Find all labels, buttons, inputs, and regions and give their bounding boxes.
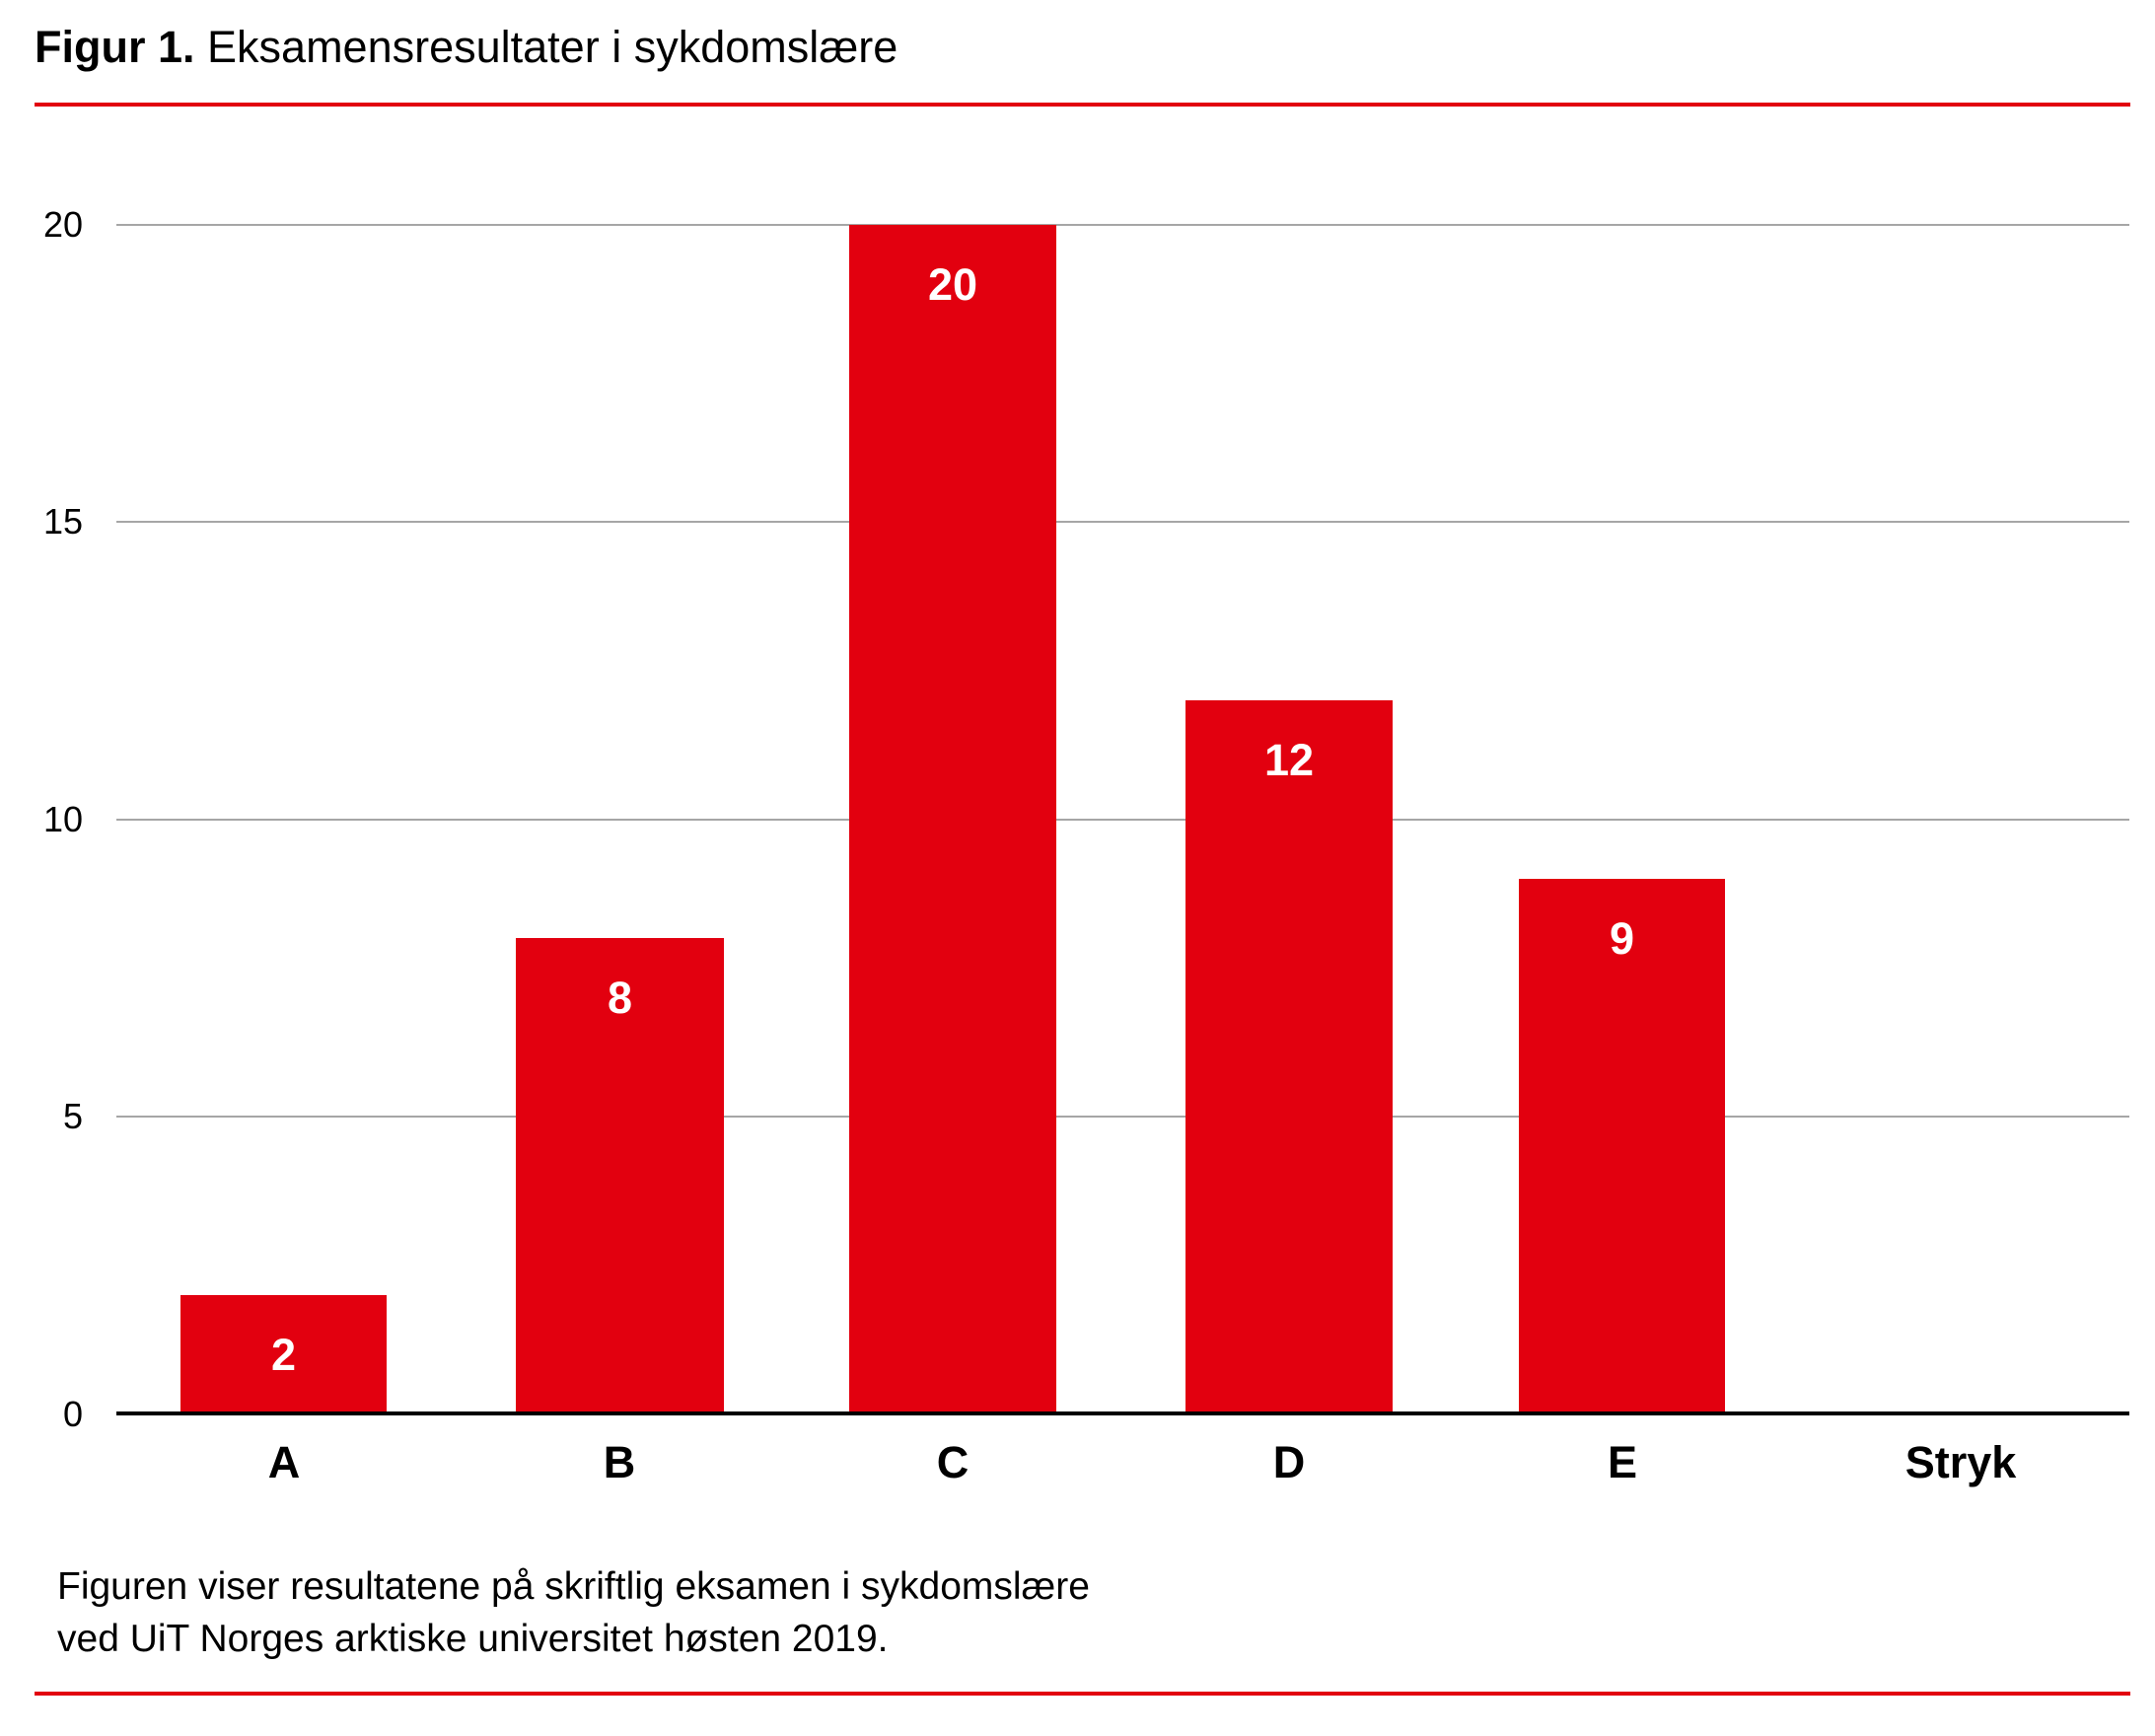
figure-title-prefix: Figur 1. bbox=[35, 22, 195, 72]
x-label-d: D bbox=[1272, 1437, 1306, 1487]
x-label-a: A bbox=[267, 1437, 301, 1487]
bar-value-label: 2 bbox=[270, 1330, 297, 1380]
x-label-e: E bbox=[1607, 1437, 1637, 1487]
bar-a: 2 bbox=[180, 1295, 387, 1413]
x-axis-baseline bbox=[116, 1411, 2129, 1415]
top-divider bbox=[35, 103, 2130, 107]
bar-b: 8 bbox=[516, 938, 724, 1413]
gridline-5 bbox=[116, 1116, 2129, 1118]
bar-value-label: 12 bbox=[1263, 735, 1315, 785]
bar-d: 12 bbox=[1185, 700, 1393, 1413]
y-tick-20: 20 bbox=[42, 204, 83, 245]
caption-line-2: ved UiT Norges arktiske universitet høst… bbox=[57, 1618, 889, 1660]
bar-e: 9 bbox=[1519, 879, 1725, 1413]
bar-value-label: 20 bbox=[927, 259, 978, 310]
y-tick-10: 10 bbox=[42, 799, 83, 839]
figure-title-text: Eksamensresultater i sykdomslære bbox=[207, 22, 898, 72]
caption-line-1: Figuren viser resultatene på skriftlig e… bbox=[57, 1565, 1090, 1608]
gridline-10 bbox=[116, 819, 2129, 821]
gridline-15 bbox=[116, 521, 2129, 523]
y-tick-15: 15 bbox=[42, 501, 83, 542]
y-tick-5: 5 bbox=[62, 1096, 83, 1136]
bar-value-label: 8 bbox=[607, 973, 633, 1023]
bar-c: 20 bbox=[849, 225, 1056, 1413]
bar-value-label: 9 bbox=[1609, 913, 1635, 964]
gridline-20 bbox=[116, 224, 2129, 226]
x-label-b: B bbox=[603, 1437, 636, 1487]
x-label-stryk: Stryk bbox=[1904, 1437, 2017, 1487]
y-tick-0: 0 bbox=[62, 1394, 83, 1434]
figure-caption: Figuren viser resultatene på skriftlig e… bbox=[57, 1560, 1090, 1665]
figure-title: Figur 1. Eksamensresultater i sykdomslær… bbox=[35, 18, 898, 77]
x-label-c: C bbox=[936, 1437, 970, 1487]
bottom-divider bbox=[35, 1692, 2130, 1696]
